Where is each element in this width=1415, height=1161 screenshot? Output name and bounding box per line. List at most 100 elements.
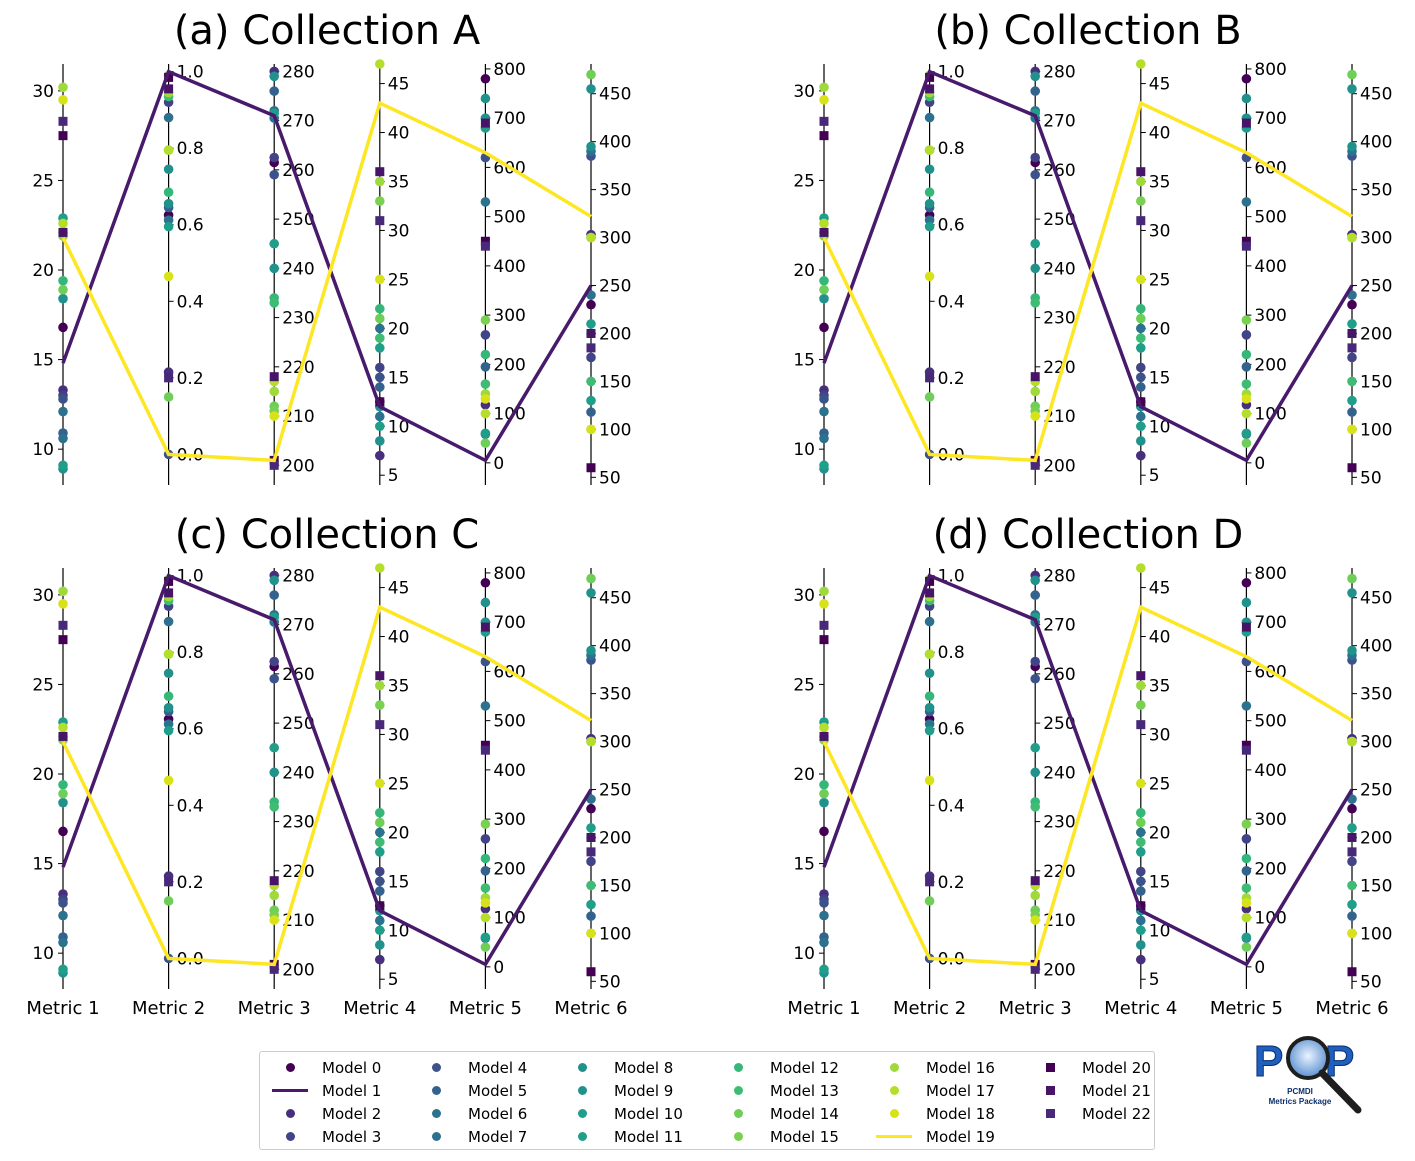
data-point-model-12 (819, 275, 829, 286)
tick-label: 20 (793, 261, 815, 281)
tick-label: 230 (1043, 813, 1075, 833)
data-point-model-18 (375, 274, 385, 285)
legend-item: Model 20 (1030, 1057, 1151, 1079)
legend-marker (874, 1126, 914, 1148)
data-point-model-8 (819, 293, 829, 304)
tick-label: 25 (32, 171, 54, 191)
pmp-logo: P P PCMDI Metrics Package (1252, 1024, 1367, 1119)
legend-marker (1030, 1080, 1070, 1102)
tick-label: 30 (388, 221, 410, 241)
tick-label: 200 (282, 456, 314, 476)
tick-label: 500 (493, 208, 525, 228)
tick-label: 200 (1043, 456, 1075, 476)
legend-label: Model 9 (614, 1082, 674, 1100)
data-point-model-16 (375, 680, 385, 691)
tick-label: 150 (1360, 876, 1392, 896)
data-point-model-11 (819, 460, 829, 471)
data-point-model-20 (58, 131, 68, 141)
data-point-model-22 (1241, 241, 1251, 251)
legend-label: Model 3 (322, 1128, 382, 1146)
data-point-model-14 (1347, 69, 1357, 80)
data-point-model-10 (1241, 428, 1252, 439)
legend-item: Model 3 (270, 1126, 381, 1148)
tick-label: 0 (1254, 454, 1265, 474)
data-point-model-6 (480, 197, 491, 207)
tick-label: 230 (282, 813, 314, 833)
data-point-model-9 (163, 164, 174, 175)
legend-marker (718, 1057, 758, 1079)
tick-label: 300 (1254, 306, 1286, 326)
data-point-model-6 (58, 433, 68, 444)
tick-label: 10 (388, 417, 410, 437)
legend-marker (718, 1080, 758, 1102)
data-point-model-13 (375, 837, 385, 847)
data-point-model-4 (1136, 372, 1146, 383)
tick-label: 500 (1254, 208, 1286, 228)
tick-label: 700 (493, 613, 525, 633)
data-point-model-10 (1241, 932, 1252, 943)
data-point-model-11 (1030, 742, 1040, 753)
data-point-model-21 (925, 84, 935, 94)
tick-label: 700 (1254, 613, 1286, 633)
data-point-model-9 (1347, 645, 1357, 656)
data-point-model-14 (480, 438, 491, 448)
tick-label: 40 (1149, 628, 1171, 648)
legend-marker (1030, 1057, 1070, 1079)
data-point-model-13 (1030, 298, 1040, 308)
data-point-model-14 (58, 284, 68, 295)
data-point-model-0 (1347, 299, 1357, 310)
data-point-model-21 (819, 227, 829, 237)
tick-label: 20 (32, 765, 54, 785)
data-point-model-9 (1030, 263, 1040, 274)
data-point-model-17 (819, 218, 829, 229)
data-point-model-14 (1136, 313, 1146, 324)
data-point-model-17 (819, 722, 829, 733)
data-point-model-18 (375, 778, 385, 789)
tick-label: 200 (1043, 960, 1075, 980)
data-point-model-12 (1136, 807, 1146, 818)
tick-label: 20 (388, 319, 410, 339)
metric-label: Metric 4 (343, 998, 416, 1019)
tick-label: 25 (388, 774, 410, 794)
tick-label: 0.4 (177, 292, 204, 312)
metric-label: Metric 3 (238, 998, 311, 1019)
data-point-model-13 (1136, 333, 1146, 343)
data-point-model-3 (1347, 352, 1357, 363)
panel-title: (b) Collection B (934, 8, 1241, 54)
tick-label: 15 (32, 855, 54, 875)
tick-label: 25 (1149, 270, 1171, 290)
data-point-model-10 (163, 221, 174, 232)
tick-label: 240 (1043, 259, 1075, 279)
data-point-model-18 (58, 95, 68, 105)
data-point-model-10 (1136, 925, 1146, 936)
data-point-model-16 (1136, 680, 1146, 691)
legend-item: Model 16 (874, 1057, 995, 1079)
data-point-model-0 (480, 577, 491, 588)
data-point-model-12 (480, 349, 491, 360)
legend-label: Model 8 (614, 1059, 674, 1077)
data-point-model-18 (819, 95, 829, 105)
data-point-model-15 (480, 819, 491, 829)
data-point-model-5 (480, 362, 491, 372)
data-point-model-20 (1347, 967, 1357, 977)
data-point-model-21 (1030, 876, 1040, 886)
data-point-model-22 (819, 620, 829, 630)
tick-label: 0.8 (177, 643, 204, 663)
data-point-model-12 (163, 691, 174, 702)
legend-label: Model 22 (1082, 1105, 1151, 1123)
data-point-model-13 (480, 379, 491, 389)
tick-label: 0.2 (177, 873, 204, 893)
tick-label: 25 (32, 675, 54, 695)
data-point-model-20 (925, 72, 935, 82)
tick-label: 210 (282, 407, 314, 427)
data-point-model-9 (163, 668, 174, 679)
tick-label: 30 (793, 82, 815, 102)
tick-label: 350 (599, 181, 631, 201)
data-point-model-18 (163, 775, 174, 786)
legend-label: Model 0 (322, 1059, 382, 1077)
data-point-model-10 (924, 725, 935, 736)
data-point-model-5 (1136, 382, 1146, 392)
legend-label: Model 4 (468, 1059, 528, 1077)
data-point-model-22 (925, 877, 935, 887)
